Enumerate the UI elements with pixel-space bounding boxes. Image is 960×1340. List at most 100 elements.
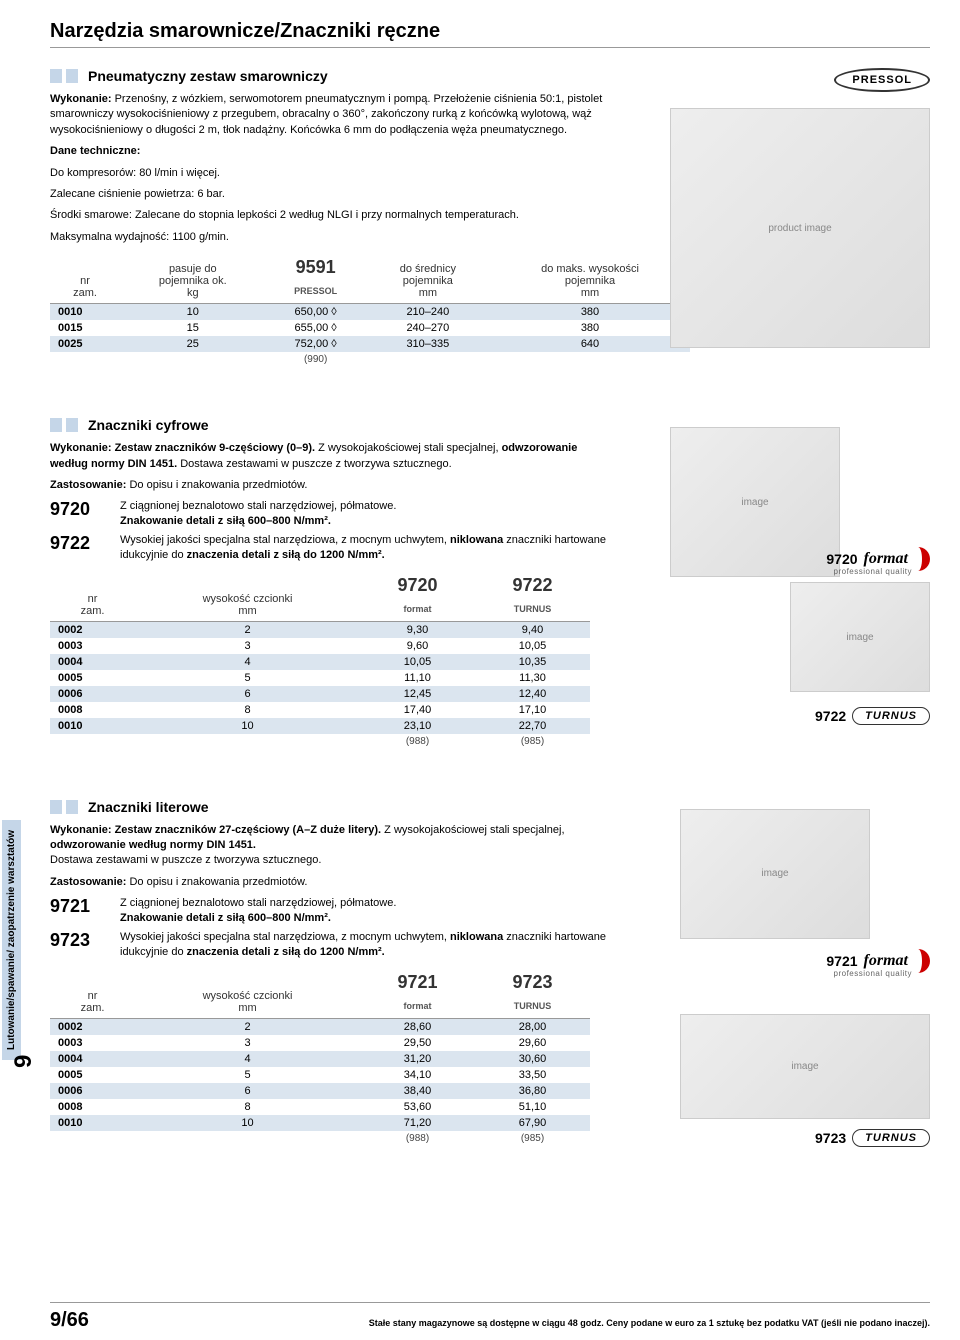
col-9723: 9723TURNUS xyxy=(475,970,590,1019)
table-row: 0008853,6051,10 xyxy=(50,1099,590,1115)
product-image-3b: image xyxy=(680,1014,930,1119)
cell: 752,00 ◊ xyxy=(266,336,366,352)
table-row: 001515655,00 ◊240–270380 xyxy=(50,320,690,336)
col-9721: 9721format xyxy=(360,970,475,1019)
cell: 6 xyxy=(135,1083,360,1099)
cell: 3 xyxy=(135,638,360,654)
table-row: 00101071,2067,90 xyxy=(50,1115,590,1131)
tech-label: Dane techniczne: xyxy=(50,144,610,159)
foot-code: (988) xyxy=(360,1131,475,1146)
side-num: 9 xyxy=(10,1055,38,1068)
cell: 10,35 xyxy=(475,654,590,670)
cell: 10 xyxy=(135,718,360,734)
cell: 34,10 xyxy=(360,1067,475,1083)
cell: 240–270 xyxy=(366,320,490,336)
marker-icon xyxy=(66,800,78,814)
cell: 71,20 xyxy=(360,1115,475,1131)
cell: 51,10 xyxy=(475,1099,590,1115)
table-row: 0008817,4017,10 xyxy=(50,702,590,718)
section-numeric-stamps: image image 9720 format professional qua… xyxy=(50,417,930,749)
cell: 11,10 xyxy=(360,670,475,686)
side-tab: Lutowanie/spawanie/ zaopatrzenie warszta… xyxy=(2,820,21,1060)
section-title: Znaczniki literowe xyxy=(88,799,209,815)
cell: 28,00 xyxy=(475,1018,590,1035)
footer: 9/66 Stałe stany magazynowe są dostępne … xyxy=(50,1302,930,1332)
cell: 0010 xyxy=(50,718,135,734)
page-title: Narzędzia smarownicze/Znaczniki ręczne xyxy=(50,20,930,48)
table-row: 0005534,1033,50 xyxy=(50,1067,590,1083)
cell: 0008 xyxy=(50,702,135,718)
label-9722-turnus: 9722 TURNUS xyxy=(815,707,930,725)
section-title: Znaczniki cyfrowe xyxy=(88,417,209,433)
cell: 2 xyxy=(135,1018,360,1035)
cell: 4 xyxy=(135,1051,360,1067)
cell: 0003 xyxy=(50,1035,135,1051)
table-row: 0003329,5029,60 xyxy=(50,1035,590,1051)
marker-icon xyxy=(50,418,62,432)
marker-icon xyxy=(66,418,78,432)
cell: 380 xyxy=(490,304,690,321)
cell: 23,10 xyxy=(360,718,475,734)
product-image-2a: image xyxy=(670,427,840,577)
table-9591: nrzam. pasuje dopojemnika ok.kg 9591PRES… xyxy=(50,255,690,367)
cell: 29,60 xyxy=(475,1035,590,1051)
col-font: wysokość czcionkimm xyxy=(135,573,360,622)
cell: 10,05 xyxy=(360,654,475,670)
cell: 0006 xyxy=(50,1083,135,1099)
cell: 8 xyxy=(135,702,360,718)
cell: 0010 xyxy=(50,1115,135,1131)
cell: 8 xyxy=(135,1099,360,1115)
table-row: 002525752,00 ◊310–335640 xyxy=(50,336,690,352)
table-row: 0002228,6028,00 xyxy=(50,1018,590,1035)
cell: 10,05 xyxy=(475,638,590,654)
col-font: wysokość czcionkimm xyxy=(135,970,360,1019)
cell: 640 xyxy=(490,336,690,352)
cell: 22,70 xyxy=(475,718,590,734)
description: Wykonanie: Przenośny, z wózkiem, serwomo… xyxy=(50,92,610,138)
col-diam: do średnicypojemnikamm xyxy=(366,255,490,304)
cell: 0004 xyxy=(50,1051,135,1067)
footer-text: Stałe stany magazynowe są dostępne w cią… xyxy=(369,1318,930,1328)
description: Wykonanie: Zestaw znaczników 27-częściow… xyxy=(50,823,610,869)
cell: 30,60 xyxy=(475,1051,590,1067)
cell: 0002 xyxy=(50,1018,135,1035)
cell: 5 xyxy=(135,670,360,686)
cell: 10 xyxy=(120,304,265,321)
cell: 9,30 xyxy=(360,621,475,638)
cell: 0002 xyxy=(50,621,135,638)
cell: 31,20 xyxy=(360,1051,475,1067)
product-image-1: product image xyxy=(670,108,930,348)
foot-code: (990) xyxy=(266,352,366,367)
cell: 12,40 xyxy=(475,686,590,702)
col-9722: 9722TURNUS xyxy=(475,573,590,622)
cell: 0005 xyxy=(50,1067,135,1083)
table-9720-9722: nrzam. wysokość czcionkimm 9720format 97… xyxy=(50,573,590,749)
cell: 0015 xyxy=(50,320,120,336)
cell: 9,60 xyxy=(360,638,475,654)
table-9721-9723: nrzam. wysokość czcionkimm 9721format 97… xyxy=(50,970,590,1146)
application: Zastosowanie: Do opisu i znakowania prze… xyxy=(50,875,610,890)
cell: 28,60 xyxy=(360,1018,475,1035)
cell: 12,45 xyxy=(360,686,475,702)
cell: 17,40 xyxy=(360,702,475,718)
cell: 0010 xyxy=(50,304,120,321)
cell: 5 xyxy=(135,1067,360,1083)
tech-line: Maksymalna wydajność: 1100 g/min. xyxy=(50,230,610,245)
cell: 0025 xyxy=(50,336,120,352)
table-row: 000229,309,40 xyxy=(50,621,590,638)
cell: 67,90 xyxy=(475,1115,590,1131)
table-row: 0005511,1011,30 xyxy=(50,670,590,686)
foot-code: (988) xyxy=(360,734,475,749)
section-pneumatic: PRESSOL product image Pneumatyczny zesta… xyxy=(50,68,930,367)
cell: 38,40 xyxy=(360,1083,475,1099)
col-nr: nrzam. xyxy=(50,573,135,622)
table-row: 0006638,4036,80 xyxy=(50,1083,590,1099)
cell: 4 xyxy=(135,654,360,670)
cell: 380 xyxy=(490,320,690,336)
cell: 0004 xyxy=(50,654,135,670)
pressol-logo: PRESSOL xyxy=(834,68,930,92)
cell: 0005 xyxy=(50,670,135,686)
cell: 33,50 xyxy=(475,1067,590,1083)
tech-line: Do kompresorów: 80 l/min i więcej. xyxy=(50,166,610,181)
cell: 9,40 xyxy=(475,621,590,638)
